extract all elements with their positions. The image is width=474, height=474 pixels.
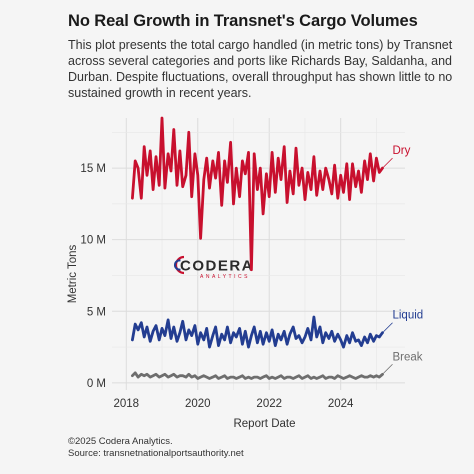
y-tick-label: 15 M [80,163,106,175]
series-label-break: Break [392,351,422,363]
logo-name: CODERA [180,258,254,275]
chart-caption: ©2025 Codera Analytics. Source: transnet… [68,436,244,460]
logo-tagline: ANALYTICS [200,274,250,280]
y-tick-label: 5 M [87,306,106,318]
x-tick-label: 2022 [256,398,282,410]
series-label-dry: Dry [392,145,410,157]
logo-mark-icon [173,255,185,275]
chart-title: No Real Growth in Transnet's Cargo Volum… [68,12,418,30]
chart-subtitle: This plot presents the total cargo handl… [68,38,453,100]
y-axis-title: Metric Tons [67,244,79,303]
series-line-dry [130,116,384,272]
codera-logo: CODERA ANALYTICS [173,255,254,280]
copyright-text: ©2025 Codera Analytics. [68,436,173,447]
series-lines [130,116,384,380]
axes: 2018 2020 2022 2024 0 M 5 M 10 M 15 M Report Dat… [67,163,354,430]
x-tick-label: 2024 [328,398,354,410]
series-line-break [130,371,384,380]
x-axis-title: Report Date [233,418,295,430]
y-tick-label: 0 M [87,378,106,390]
series-label-leader [383,363,393,374]
series-label-leader [383,157,393,168]
series-label-liquid: Liquid [392,310,423,322]
x-tick-label: 2018 [113,398,139,410]
x-tick-label: 2020 [185,398,211,410]
source-text: Source: transnetnationalportsauthority.n… [68,448,244,459]
series-line-liquid [130,315,384,349]
y-tick-label: 10 M [80,235,106,247]
series-label-leader [383,322,393,333]
series-labels: Dry Liquid Break [383,145,423,374]
